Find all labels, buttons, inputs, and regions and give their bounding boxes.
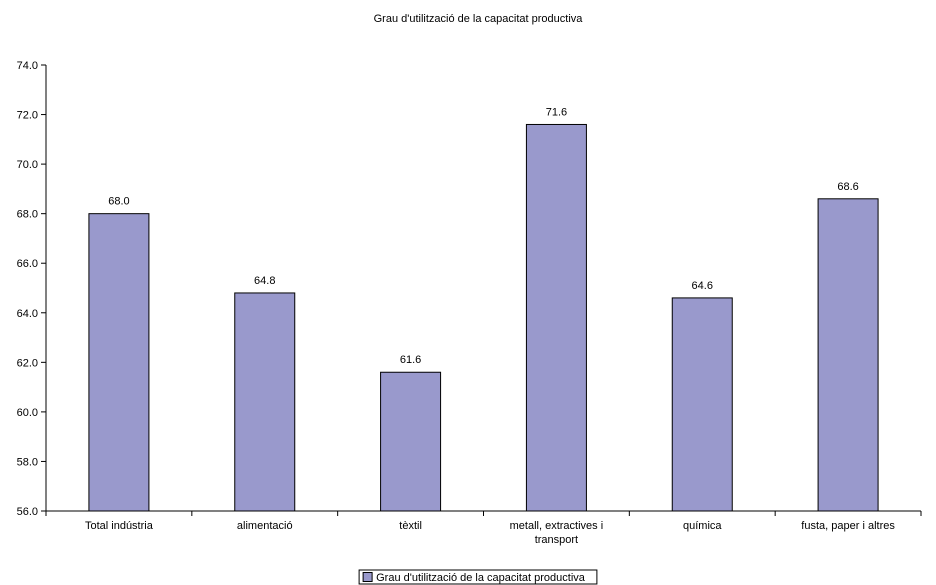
y-tick-label: 70.0 bbox=[17, 159, 38, 171]
x-axis: Total indústria alimentació tèxtil metall, … bbox=[45, 510, 922, 546]
y-axis: 56.0 58.0 60.0 62.0 64.0 66.0 68.0 70.0 72.0 74.0 bbox=[17, 60, 47, 518]
y-tick-label: 64.0 bbox=[17, 308, 38, 320]
bar bbox=[817, 198, 879, 512]
legend-label: Grau d'utilització de la capacitat produ… bbox=[376, 572, 586, 584]
bars bbox=[88, 123, 879, 512]
bar bbox=[88, 213, 150, 512]
x-category-label: fusta, paper i altres bbox=[801, 520, 895, 532]
y-tick-label: 74.0 bbox=[17, 60, 38, 72]
x-category-label: alimentació bbox=[237, 520, 293, 532]
data-label: 64.8 bbox=[254, 275, 275, 287]
data-label: 64.6 bbox=[692, 280, 713, 292]
x-category-label: tèxtil bbox=[399, 520, 422, 532]
y-tick-label: 62.0 bbox=[17, 357, 38, 369]
x-category-label: química bbox=[683, 520, 722, 532]
data-labels: 68.0 64.8 61.6 71.6 64.6 68.6 bbox=[108, 106, 859, 366]
x-category-label: Total indústria bbox=[85, 520, 154, 532]
y-tick-label: 60.0 bbox=[17, 407, 38, 419]
y-tick-label: 66.0 bbox=[17, 258, 38, 270]
legend-swatch bbox=[362, 572, 373, 582]
x-category-label: metall, extractives i transport bbox=[510, 520, 604, 546]
data-label: 68.6 bbox=[837, 181, 858, 193]
bar bbox=[380, 371, 442, 512]
bar bbox=[234, 292, 296, 512]
y-tick-label: 56.0 bbox=[17, 506, 38, 518]
data-label: 71.6 bbox=[546, 106, 567, 118]
chart-title: Grau d'utilització de la capacitat produ… bbox=[374, 13, 584, 25]
data-label: 61.6 bbox=[400, 354, 421, 366]
data-label: 68.0 bbox=[108, 196, 129, 208]
y-tick-label: 68.0 bbox=[17, 209, 38, 221]
bar bbox=[671, 297, 733, 512]
y-tick-label: 72.0 bbox=[17, 110, 38, 122]
y-tick-label: 58.0 bbox=[17, 456, 38, 468]
legend: Grau d'utilització de la capacitat produ… bbox=[358, 569, 598, 585]
legend-box bbox=[358, 569, 598, 585]
bar bbox=[525, 123, 587, 512]
